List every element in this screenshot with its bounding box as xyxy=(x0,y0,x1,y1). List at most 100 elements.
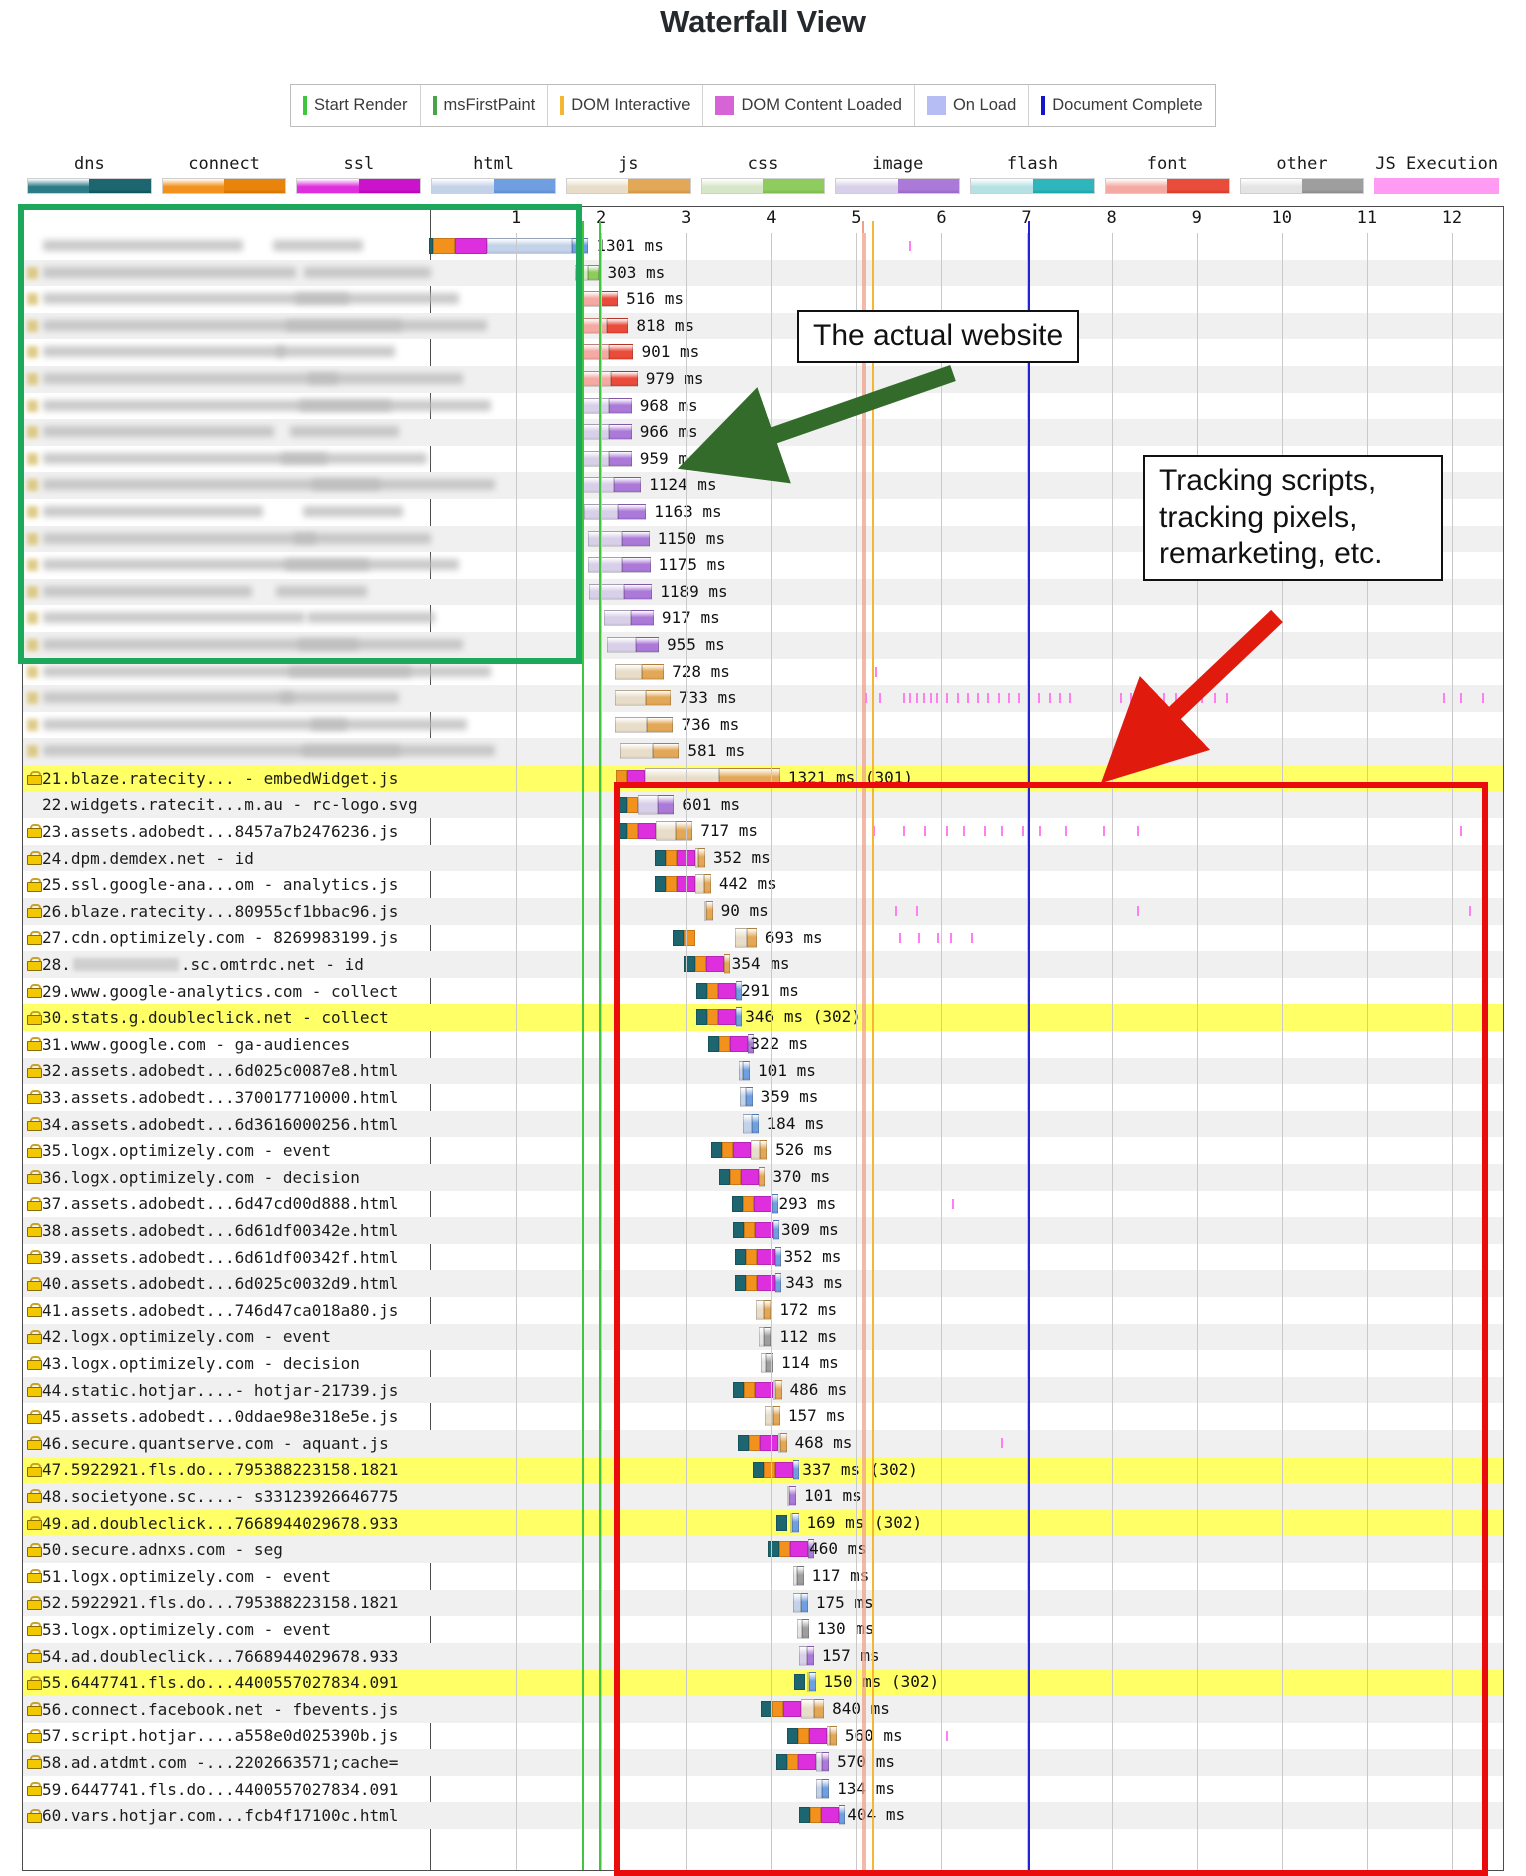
request-label[interactable]: 26. blaze.ratecity...80955cf1bbac96.js xyxy=(27,898,431,925)
request-label[interactable]: 57. script.hotjar....a558e0d025390b.js xyxy=(27,1723,431,1750)
request-label[interactable]: 55. 6447741.fls.do...4400557027834.091 xyxy=(27,1669,431,1696)
request-label[interactable]: 37. assets.adobedt...6d47cd00d888.html xyxy=(27,1191,431,1218)
request-label[interactable]: 45. assets.adobedt...0ddae98e318e5e.js xyxy=(27,1403,431,1430)
table-row[interactable]: 28. .sc.omtrdc.net - id 354 ms xyxy=(23,951,1503,978)
table-row[interactable]: 58. ad.atdmt.com -...2202663571;cache= 57… xyxy=(23,1749,1503,1776)
request-label[interactable]: 53. logx.optimizely.com - event xyxy=(27,1616,431,1643)
table-row[interactable]: 54. ad.doubleclick...7668944029678.933 15… xyxy=(23,1642,1503,1670)
request-label[interactable]: 36. logx.optimizely.com - decision xyxy=(27,1164,431,1191)
request-label[interactable]: 49. ad.doubleclick...7668944029678.933 xyxy=(27,1510,431,1537)
table-row[interactable]: 53. logx.optimizely.com - event 130 ms xyxy=(23,1616,1503,1643)
table-row[interactable]: 43. logx.optimizely.com - decision 114 ms xyxy=(23,1350,1503,1377)
request-label[interactable]: 51. logx.optimizely.com - event xyxy=(27,1563,431,1590)
request-label[interactable]: 52. 5922921.fls.do...795388223158.1821 xyxy=(27,1590,431,1617)
request-label[interactable]: 59. 6447741.fls.do...4400557027834.091 xyxy=(27,1776,431,1803)
request-label[interactable]: 25. ssl.google-ana...om - analytics.js xyxy=(27,871,431,898)
request-label[interactable]: 34. assets.adobedt...6d3616000256.html xyxy=(27,1111,431,1138)
request-label[interactable]: 35. logx.optimizely.com - event xyxy=(27,1137,431,1164)
table-row[interactable]: 31. www.google.com - ga-audiences 322 ms xyxy=(23,1031,1503,1058)
request-label[interactable]: 41. assets.adobedt...746d47ca018a80.js xyxy=(27,1297,431,1324)
table-row[interactable]: 25. ssl.google-ana...om - analytics.js 44… xyxy=(23,871,1503,898)
request-label[interactable]: 50. secure.adnxs.com - seg xyxy=(27,1536,431,1563)
table-row[interactable]: 1189 ms xyxy=(23,578,1503,606)
request-label[interactable]: 39. assets.adobedt...6d61df00342f.html xyxy=(27,1244,431,1271)
table-row[interactable]: 42. logx.optimizely.com - event 112 ms xyxy=(23,1323,1503,1351)
table-row[interactable]: 818 ms xyxy=(23,312,1503,340)
table-row[interactable]: 29. www.google-analytics.com - collect 29… xyxy=(23,978,1503,1005)
dns-segment xyxy=(428,238,433,254)
table-row[interactable]: 38. assets.adobedt...6d61df00342e.html 30… xyxy=(23,1217,1503,1244)
ttfb-segment xyxy=(789,1512,792,1533)
table-row[interactable]: 32. assets.adobedt...6d025c0087e8.html 10… xyxy=(23,1057,1503,1085)
table-row[interactable]: 41. assets.adobedt...746d47ca018a80.js 17… xyxy=(23,1297,1503,1324)
table-row[interactable]: 60. vars.hotjar.com...fcb4f17100c.html 40… xyxy=(23,1802,1503,1829)
request-label[interactable]: 58. ad.atdmt.com -...2202663571;cache= xyxy=(27,1749,431,1776)
table-row[interactable]: 26. blaze.ratecity...80955cf1bbac96.js 90… xyxy=(23,898,1503,925)
request-label[interactable]: 33. assets.adobedt...370017710000.html xyxy=(27,1084,431,1111)
callout-website: The actual website xyxy=(797,310,1080,363)
request-label[interactable]: 32. assets.adobedt...6d025c0087e8.html xyxy=(27,1058,431,1085)
request-label[interactable]: 23. assets.adobedt...8457a7b2476236.js xyxy=(27,818,431,845)
request-label[interactable]: 31. www.google.com - ga-audiences xyxy=(27,1031,431,1058)
table-row[interactable]: 59. 6447741.fls.do...4400557027834.091 13… xyxy=(23,1776,1503,1803)
table-row[interactable]: 34. assets.adobedt...6d3616000256.html 18… xyxy=(23,1110,1503,1138)
milestone-line-dom-interactive xyxy=(871,233,874,1870)
request-label[interactable]: 40. assets.adobedt...6d025c0032d9.html xyxy=(27,1270,431,1297)
table-row[interactable]: 901 ms xyxy=(23,339,1503,366)
table-row[interactable]: 23. assets.adobedt...8457a7b2476236.js 71… xyxy=(23,818,1503,845)
table-row[interactable]: 57. script.hotjar....a558e0d025390b.js 56… xyxy=(23,1723,1503,1750)
table-row[interactable]: 37. assets.adobedt...6d47cd00d888.html 29… xyxy=(23,1191,1503,1218)
table-row[interactable]: 46. secure.quantserve.com - aquant.js 468… xyxy=(23,1430,1503,1457)
request-label[interactable]: 56. connect.facebook.net - fbevents.js xyxy=(27,1696,431,1723)
table-row[interactable]: 516 ms xyxy=(23,286,1503,313)
request-label[interactable]: 60. vars.hotjar.com...fcb4f17100c.html xyxy=(27,1802,431,1829)
table-row[interactable]: 51. logx.optimizely.com - event 117 ms xyxy=(23,1563,1503,1590)
request-bar-track: 157 ms xyxy=(431,1403,1503,1430)
request-label[interactable]: 27. cdn.optimizely.com - 8269983199.js xyxy=(27,925,431,952)
request-label[interactable]: 43. logx.optimizely.com - decision xyxy=(27,1350,431,1377)
request-label[interactable]: 38. assets.adobedt...6d61df00342e.html xyxy=(27,1217,431,1244)
request-label[interactable]: 29. www.google-analytics.com - collect xyxy=(27,978,431,1005)
milestone-swatch-icon xyxy=(560,96,565,115)
request-label[interactable]: 46. secure.quantserve.com - aquant.js xyxy=(27,1430,431,1457)
table-row[interactable]: 55. 6447741.fls.do...4400557027834.091 15… xyxy=(23,1669,1503,1696)
request-label[interactable]: 42. logx.optimizely.com - event xyxy=(27,1324,431,1351)
table-row[interactable]: 24. dpm.demdex.net - id 352 ms xyxy=(23,844,1503,872)
request-duration-label: 959 ms xyxy=(639,448,698,468)
download-segment xyxy=(697,847,705,868)
lock-icon xyxy=(27,771,42,786)
download-segment xyxy=(796,1566,804,1586)
table-row[interactable]: 27. cdn.optimizely.com - 8269983199.js 69… xyxy=(23,925,1503,952)
table-row[interactable]: 56. connect.facebook.net - fbevents.js 84… xyxy=(23,1696,1503,1723)
table-row[interactable]: 22. widgets.ratecit...m.au - rc-logo.svg… xyxy=(23,791,1503,819)
request-label[interactable]: 24. dpm.demdex.net - id xyxy=(27,845,431,872)
table-row[interactable]: 50. secure.adnxs.com - seg 460 ms xyxy=(23,1536,1503,1563)
table-row[interactable]: 40. assets.adobedt...6d025c0032d9.html 34… xyxy=(23,1270,1503,1297)
table-row[interactable]: 30. stats.g.doubleclick.net - collect 346… xyxy=(23,1004,1503,1031)
table-row[interactable]: 35. logx.optimizely.com - event 526 ms xyxy=(23,1137,1503,1164)
request-label[interactable]: 21. blaze.ratecity... - embedWidget.js xyxy=(27,765,431,792)
table-row[interactable]: 1175 ms xyxy=(23,552,1503,579)
table-row[interactable]: 39. assets.adobedt...6d61df00342f.html 35… xyxy=(23,1244,1503,1271)
dns-segment xyxy=(734,1248,746,1265)
table-row[interactable]: 36. logx.optimizely.com - decision 370 ms xyxy=(23,1164,1503,1191)
redacted-request-label xyxy=(43,665,411,677)
lock-icon xyxy=(27,559,38,572)
request-label[interactable]: 30. stats.g.doubleclick.net - collect xyxy=(27,1004,431,1031)
table-row[interactable]: 303 ms xyxy=(23,259,1503,287)
table-row[interactable]: 917 ms xyxy=(23,605,1503,632)
table-row[interactable]: 44. static.hotjar....- hotjar-21739.js 48… xyxy=(23,1376,1503,1404)
request-label[interactable]: 48. societyone.sc....- s33123926646775 xyxy=(27,1483,431,1510)
table-row[interactable]: 49. ad.doubleclick...7668944029678.933 16… xyxy=(23,1509,1503,1537)
table-row[interactable]: 736 ms xyxy=(23,712,1503,739)
table-row[interactable]: 33. assets.adobedt...370017710000.html 35… xyxy=(23,1084,1503,1111)
table-row[interactable]: 52. 5922921.fls.do...795388223158.1821 17… xyxy=(23,1589,1503,1617)
request-label[interactable]: 54. ad.doubleclick...7668944029678.933 xyxy=(27,1643,431,1670)
request-label[interactable]: 28. .sc.omtrdc.net - id xyxy=(27,951,431,978)
table-row[interactable]: 48. societyone.sc....- s33123926646775 10… xyxy=(23,1483,1503,1510)
request-label[interactable]: 47. 5922921.fls.do...795388223158.1821 xyxy=(27,1457,431,1484)
request-label[interactable]: 44. static.hotjar....- hotjar-21739.js xyxy=(27,1377,431,1404)
request-label[interactable]: 22. widgets.ratecit...m.au - rc-logo.svg xyxy=(27,792,431,819)
lock-icon xyxy=(27,399,38,412)
table-row[interactable]: 47. 5922921.fls.do...795388223158.1821 33… xyxy=(23,1456,1503,1484)
